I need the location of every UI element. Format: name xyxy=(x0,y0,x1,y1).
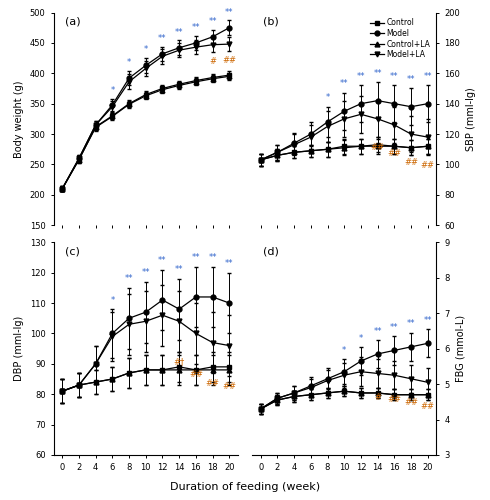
Y-axis label: DBP (mml-lg): DBP (mml-lg) xyxy=(14,316,24,382)
Text: **: ** xyxy=(158,256,167,265)
Text: ##: ## xyxy=(189,370,203,379)
Text: (c): (c) xyxy=(65,246,80,256)
Text: **: ** xyxy=(357,72,365,81)
Text: ##: ## xyxy=(421,402,435,411)
Text: *: * xyxy=(359,334,363,342)
Text: *: * xyxy=(144,46,148,54)
Text: **: ** xyxy=(158,34,167,43)
Text: ##: ## xyxy=(404,158,418,168)
Text: **: ** xyxy=(208,17,217,26)
Text: *: * xyxy=(110,296,115,304)
Text: ##: ## xyxy=(404,398,418,407)
Text: **: ** xyxy=(390,323,398,332)
Text: **: ** xyxy=(142,268,150,277)
Text: Duration of feeding (week): Duration of feeding (week) xyxy=(170,482,320,492)
Text: (d): (d) xyxy=(264,246,279,256)
Y-axis label: Body weight (g): Body weight (g) xyxy=(14,80,24,158)
Text: **: ** xyxy=(225,8,234,17)
Text: **: ** xyxy=(373,326,382,336)
Text: **: ** xyxy=(225,259,234,268)
Text: ##: ## xyxy=(421,162,435,170)
Text: **: ** xyxy=(407,75,416,84)
Y-axis label: SBP (mml-lg): SBP (mml-lg) xyxy=(466,87,476,150)
Text: #†: #† xyxy=(173,358,185,366)
Text: #: # xyxy=(209,57,216,66)
Y-axis label: FBG (mmol-L): FBG (mmol-L) xyxy=(455,315,466,382)
Text: **: ** xyxy=(175,265,183,274)
Text: *: * xyxy=(342,346,346,355)
Text: #: # xyxy=(374,393,381,402)
Text: **: ** xyxy=(125,274,133,283)
Text: ##: ## xyxy=(206,379,220,388)
Text: **: ** xyxy=(390,72,398,81)
Text: **: ** xyxy=(340,80,348,88)
Text: **: ** xyxy=(175,28,183,37)
Text: **: ** xyxy=(423,316,432,325)
Text: ##: ## xyxy=(387,150,401,158)
Text: ##: ## xyxy=(387,394,401,404)
Text: ##: ## xyxy=(222,382,236,391)
Text: ##: ## xyxy=(222,56,236,66)
Text: ##: ## xyxy=(370,143,385,152)
Legend: Control, Model, Control+LA, Model+LA: Control, Model, Control+LA, Model+LA xyxy=(370,18,430,59)
Text: (a): (a) xyxy=(65,17,80,27)
Text: **: ** xyxy=(192,23,200,32)
Text: **: ** xyxy=(192,253,200,262)
Text: **: ** xyxy=(208,253,217,262)
Text: *: * xyxy=(325,93,330,102)
Text: *: * xyxy=(127,58,131,67)
Text: **: ** xyxy=(407,320,416,328)
Text: (b): (b) xyxy=(264,17,279,27)
Text: *: * xyxy=(110,86,115,95)
Text: **: ** xyxy=(373,69,382,78)
Text: **: ** xyxy=(423,72,432,81)
